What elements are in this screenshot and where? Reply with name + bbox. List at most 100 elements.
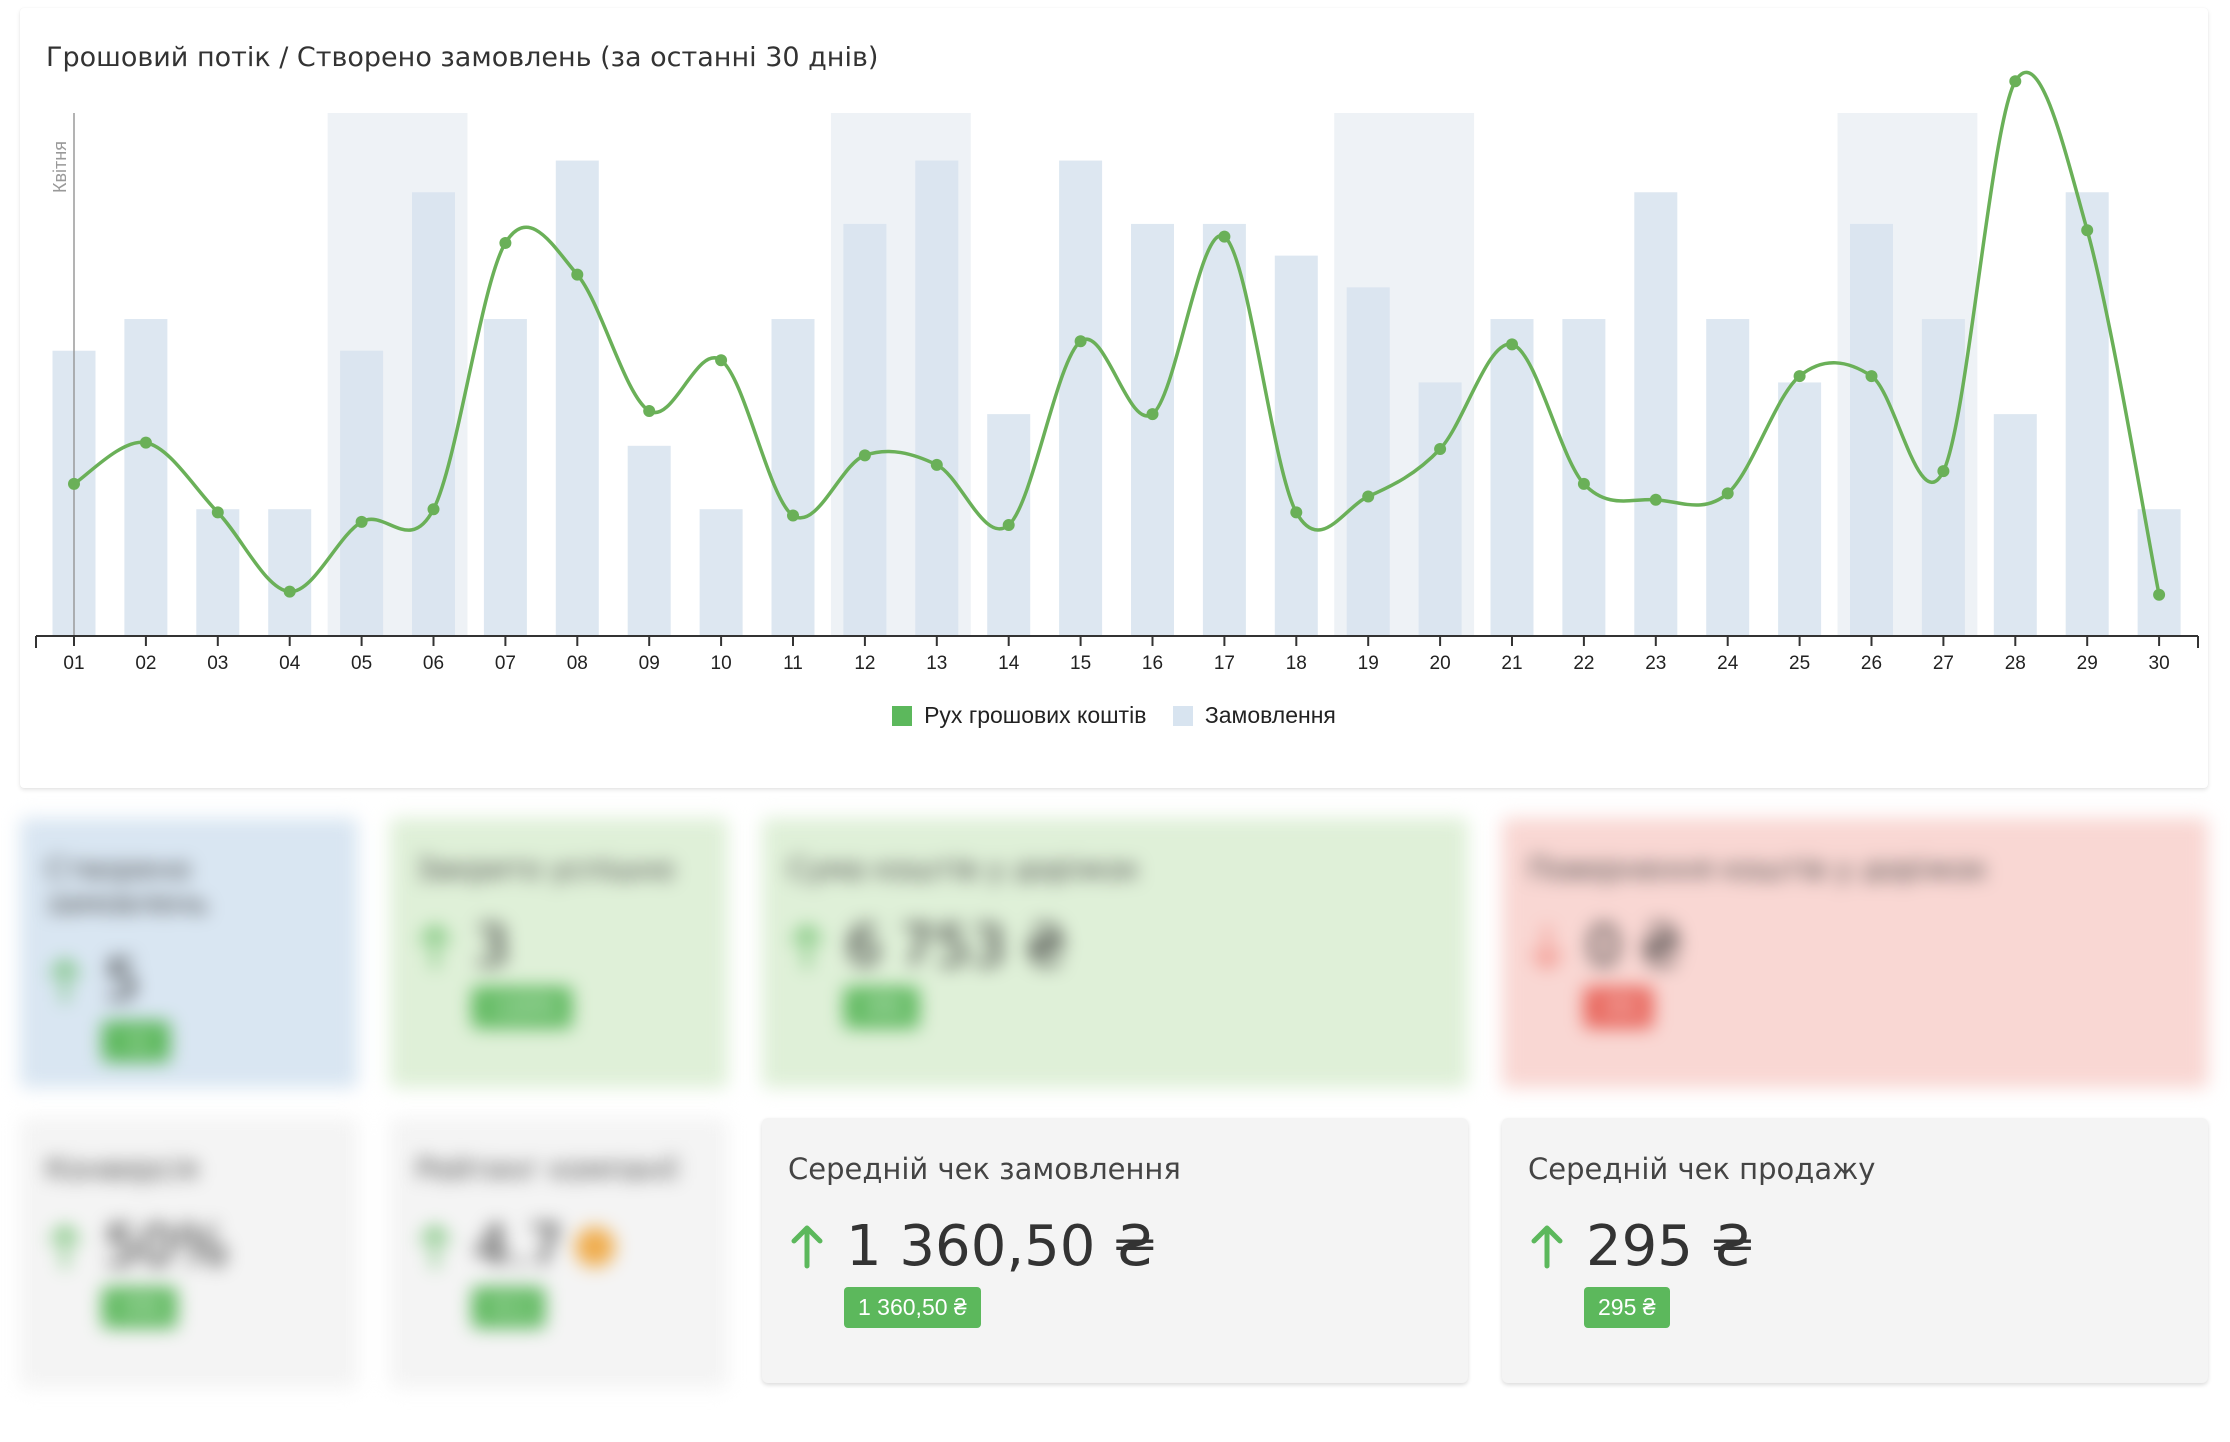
bar-orders-10 (699, 509, 743, 636)
stat-card-rating: Рейтинг компанії 4.7 +0.1 (390, 1118, 728, 1388)
bar-orders-04 (268, 509, 312, 636)
bar-orders-09 (627, 445, 671, 636)
x-tick-label-03: 03 (207, 653, 228, 674)
x-tick-label-13: 13 (926, 653, 947, 674)
arrow-shape (419, 925, 451, 968)
x-tick-label-11: 11 (783, 653, 803, 674)
cashflow-point-09 (643, 404, 656, 417)
stat-card-closed-success: Закрито успішно 3 +100% (390, 818, 728, 1088)
stat-card-conversion: Конверсія 50% +5% (20, 1118, 358, 1388)
x-tick-label-30: 30 (2149, 653, 2170, 674)
card-value: 295 ₴ (1586, 1214, 1755, 1279)
x-tick-label-22: 22 (1573, 653, 1594, 674)
bar-orders-25 (1778, 382, 1822, 636)
x-tick-label-28: 28 (2005, 653, 2026, 674)
x-tick-label-26: 26 (1861, 653, 1882, 674)
arrow-up-icon (1531, 1225, 1563, 1268)
cashflow-point-16 (1146, 408, 1159, 421)
cashflow-point-20 (1434, 442, 1447, 455)
x-tick-label-25: 25 (1789, 653, 1810, 674)
arrow-up-icon (791, 1225, 823, 1268)
x-tick-label-01: 01 (63, 653, 84, 674)
cashflow-point-12 (858, 449, 871, 462)
cashflow-point-25 (1793, 370, 1806, 383)
cashflow-point-19 (1362, 490, 1375, 503)
legend-label-cashflow: Рух грошових коштів (924, 702, 1147, 728)
stat-card-incoming-funds: Сума коштів у доріжок 6 753 ₴ +9% (762, 818, 1468, 1088)
cashflow-point-01 (68, 477, 80, 490)
x-tick-label-16: 16 (1142, 653, 1163, 674)
bar-orders-13 (915, 160, 959, 636)
x-tick-label-10: 10 (711, 653, 732, 674)
card-value: 50% (104, 1214, 229, 1279)
x-tick-label-05: 05 (351, 653, 372, 674)
arrow-shape (419, 1225, 451, 1268)
card-badge: +1 (102, 1021, 170, 1062)
bar-orders-15 (1059, 160, 1103, 636)
arrow-down-icon (1531, 925, 1563, 968)
rating-dot-icon (575, 1226, 616, 1267)
stat-card-refunds: Повернення коштів у доріжок 0 ₴ -0% (1502, 818, 2208, 1088)
x-tick-label-27: 27 (1933, 653, 1954, 674)
card-title: Закрито успішно (416, 852, 675, 886)
legend-swatch-orders (1172, 705, 1193, 726)
card-badge: +5% (102, 1287, 177, 1328)
cashflow-point-11 (787, 509, 799, 522)
bar-orders-29 (2065, 192, 2109, 636)
x-tick-label-14: 14 (998, 653, 1020, 674)
x-tick-label-20: 20 (1430, 653, 1451, 674)
chart-title: Грошовий потік / Створено замовлень (за … (46, 42, 879, 73)
bar-orders-12 (843, 223, 887, 636)
x-tick-label-21: 21 (1501, 653, 1522, 674)
card-value: 4.7 (474, 1214, 564, 1279)
card-title: Повернення коштів у доріжок (1528, 852, 1988, 886)
bar-orders-23 (1634, 192, 1678, 636)
bar-orders-16 (1131, 223, 1174, 636)
x-tick-label-18: 18 (1286, 653, 1307, 674)
cashflow-point-13 (930, 458, 943, 471)
bar-orders-20 (1418, 382, 1462, 636)
card-title: Створено замовлень (46, 852, 209, 920)
cashflow-point-21 (1506, 338, 1518, 351)
card-title: Середній чек продажу (1528, 1152, 1876, 1186)
arrow-shape (49, 1225, 81, 1268)
bar-orders-21 (1490, 319, 1534, 636)
bar-orders-18 (1274, 255, 1318, 637)
arrow-shape (1531, 1225, 1563, 1268)
bar-orders-05 (340, 350, 384, 636)
card-value: 3 (474, 914, 510, 979)
x-tick-label-02: 02 (135, 653, 156, 674)
cashflow-point-24 (1721, 487, 1734, 500)
x-tick-label-15: 15 (1070, 653, 1091, 674)
bar-orders-17 (1202, 223, 1246, 636)
cashflow-point-10 (715, 354, 728, 367)
bar-orders-24 (1706, 319, 1750, 636)
card-badge: +9% (844, 987, 919, 1028)
x-tick-label-29: 29 (2077, 653, 2098, 674)
card-value: 1 360,50 ₴ (846, 1214, 1157, 1279)
bar-orders-08 (555, 160, 599, 636)
cashflow-point-30 (2153, 588, 2166, 601)
card-badge: 295 ₴ (1584, 1287, 1670, 1328)
x-tick-label-24: 24 (1717, 653, 1739, 674)
card-value: 0 ₴ (1586, 914, 1683, 979)
cashflow-point-23 (1649, 493, 1662, 506)
legend-item-orders[interactable]: Замовлення (1172, 702, 1336, 729)
bar-orders-26 (1850, 223, 1893, 636)
arrow-up-icon (791, 925, 823, 968)
cashflow-point-05 (355, 515, 368, 528)
cashflow-point-04 (283, 585, 296, 598)
arrow-shape (1531, 925, 1563, 968)
bar-orders-11 (771, 319, 815, 636)
legend-item-cashflow[interactable]: Рух грошових коштів (892, 702, 1146, 729)
cashflow-chart-panel: Грошовий потік / Створено замовлень (за … (20, 8, 2208, 788)
card-badge: +0.1 (472, 1287, 546, 1328)
cashflow-point-26 (1865, 370, 1878, 383)
bar-orders-28 (1993, 414, 2037, 636)
cashflow-point-28 (2009, 75, 2022, 88)
cashflow-point-14 (1002, 519, 1015, 532)
stat-card-avg-sale-check: Середній чек продажу 295 ₴ 295 ₴ (1502, 1118, 2208, 1383)
card-badge: 1 360,50 ₴ (844, 1287, 981, 1328)
cashflow-point-07 (499, 236, 512, 249)
bar-orders-06 (412, 192, 455, 636)
